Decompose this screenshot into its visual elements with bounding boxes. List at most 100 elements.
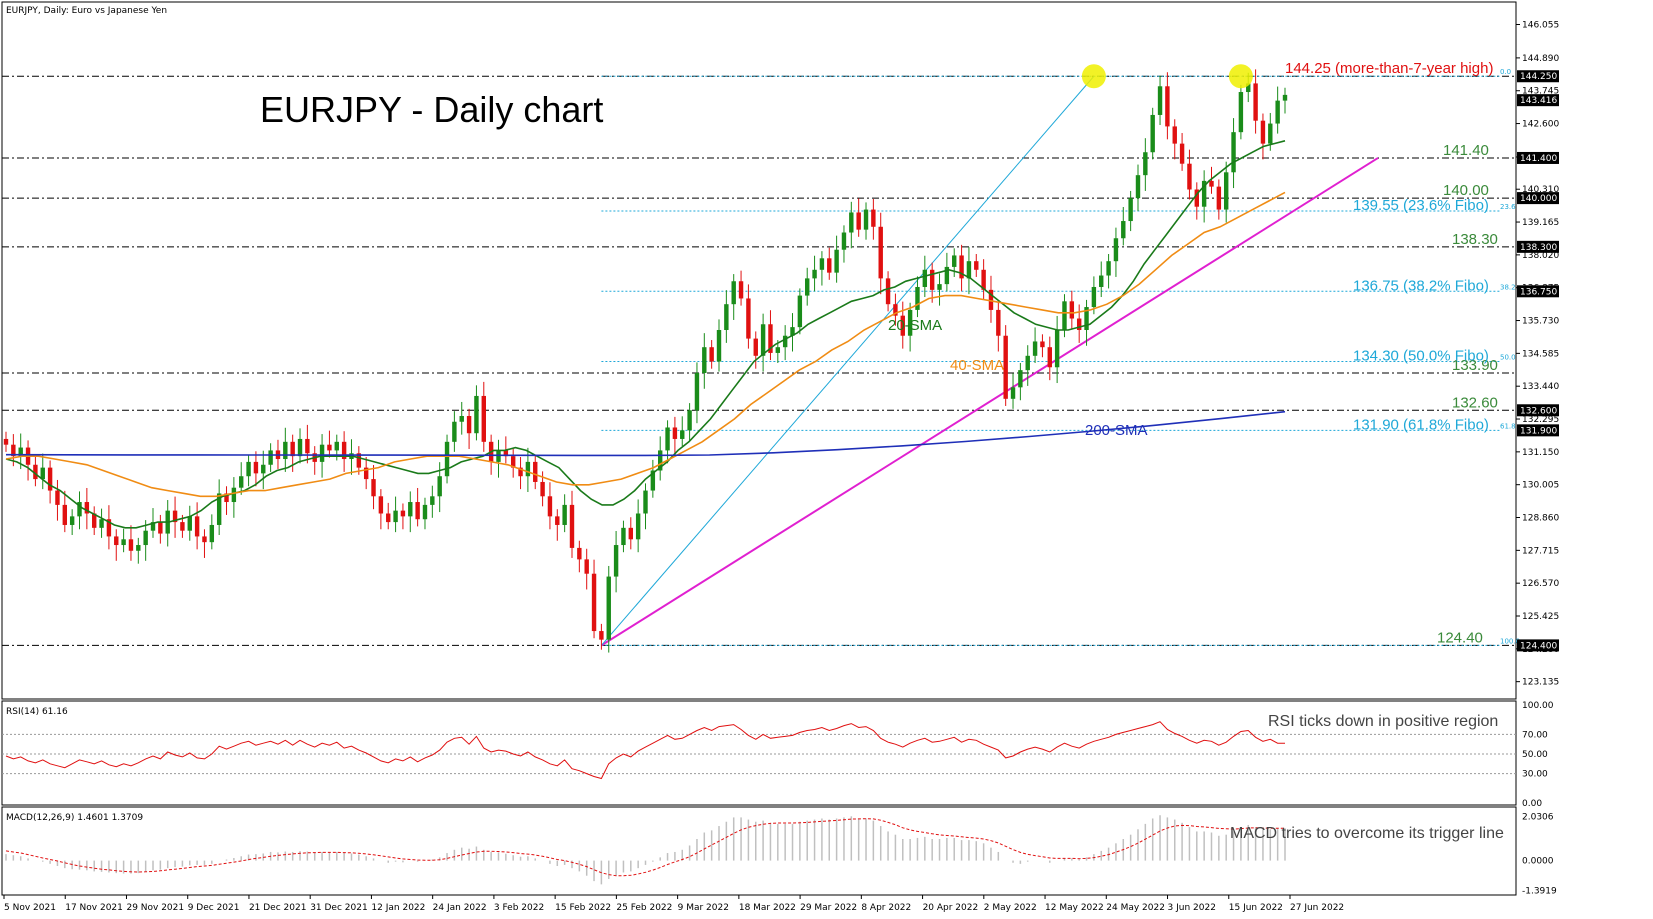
rsi-note: RSI ticks down in positive region [1268,713,1498,730]
trend-lines [600,75,1379,647]
sma40-line [5,191,1286,498]
price-box [1517,424,1559,437]
macd-tick-label: 2.0306 [1522,813,1554,823]
rsi-title: RSI(14) 61.16 [6,707,68,717]
candle-body [775,347,781,353]
candle-body [393,510,398,523]
level-label: 133.90 [1452,357,1498,374]
candle-body [1194,189,1199,207]
fibo-tag: 38.2 [1500,283,1516,291]
symbol-line: EURJPY, Daily: Euro vs Japanese Yen [6,6,167,16]
candle-body [158,522,163,534]
rsi-line [5,721,1285,780]
candle-body [437,476,442,497]
rsi-tick-label: 70.00 [1522,730,1548,740]
date-tick-label: 20 Apr 2022 [923,903,979,913]
candle-body [1157,86,1163,115]
candle-body [77,502,82,517]
candle-body [628,527,634,540]
main-panel-frame [1,1,1517,700]
date-tick-label: 12 Jan 2022 [371,903,425,913]
candle-body [988,289,994,310]
candle-body [1172,126,1177,144]
candle-body [180,522,185,531]
candle-body [474,395,479,434]
candle-body [1047,347,1052,368]
candle-body [746,298,751,339]
candle-body [363,467,369,480]
candle-body [599,631,604,640]
candle-body [1275,100,1280,124]
candle-body [92,513,97,528]
candle-body [415,502,420,520]
candle-body [841,232,847,250]
candle-body [224,493,229,503]
price-box-label: 143.416 [1520,96,1557,106]
candle-body [268,450,273,465]
candle-body [577,547,582,560]
level-label: 140.00 [1443,182,1489,199]
price-tick-label: 125.425 [1522,612,1559,622]
candle-body [106,519,112,537]
candle-body [253,461,259,474]
candle-body [657,450,663,471]
candle-body [1032,341,1038,356]
price-box [1517,94,1559,107]
candle-body [1282,94,1288,101]
date-tick-label: 5 Nov 2021 [4,903,56,913]
date-tick-label: 29 Mar 2022 [800,903,857,913]
macd-tick-label: 0.0000 [1522,857,1554,867]
candle-body [1069,301,1075,319]
date-tick-label: 27 Jun 2022 [1290,903,1344,913]
peak-highlight [1228,64,1253,89]
price-axis: 146.055144.890143.745142.600141.435140.3… [1516,20,1559,688]
candle-body [613,545,619,577]
candle-body [768,324,773,353]
candle-body [386,513,391,523]
fibo-tag: 61.8 [1500,422,1516,430]
level-label: 141.40 [1443,142,1489,159]
candle-body [797,295,803,328]
candle-body [900,315,905,336]
candle-body [1106,261,1111,276]
candle-body [216,493,222,525]
candle-body [1143,152,1148,176]
candle-body [239,476,244,488]
level-label: 138.30 [1452,231,1498,248]
candle-body [430,496,435,505]
candle-body [827,258,832,273]
fibo-tag: 0.0 [1500,68,1511,76]
candle-body [202,536,207,543]
candle-body [996,309,1001,336]
candle-body [55,490,60,505]
candle-body [1076,318,1082,330]
price-box-label: 131.900 [1520,426,1557,436]
candle-body [621,527,626,546]
candle-body [1268,123,1273,144]
candle-body [937,284,942,290]
candle-body [606,576,611,640]
price-tick-label: 142.600 [1522,120,1559,130]
rsi-tick-label: 100.00 [1522,701,1554,711]
fibo-tag: 23.6 [1500,203,1516,211]
candle-body [18,447,23,457]
candle-body [209,524,215,543]
price-box-label: 138.300 [1520,243,1557,253]
sma40-label: 40-SMA [950,357,1004,374]
macd-panel: 2.0306 0.0000 -1.3919 [5,813,1557,897]
macd-tick-label: -1.3919 [1522,887,1557,897]
date-tick-label: 17 Nov 2021 [65,903,123,913]
price-box [1517,151,1559,164]
price-tick-label: 128.860 [1522,514,1559,524]
candle-body [650,470,656,491]
rsi-tick-label: 50.00 [1522,750,1548,760]
fibo-label: 139.55 (23.6% Fibo) [1353,197,1489,214]
candle-body [1128,198,1133,222]
price-tick-label: 132.295 [1522,415,1559,425]
candle-body [1231,132,1236,173]
fibo-label: 134.30 (50.0% Fibo) [1353,348,1489,365]
date-tick-label: 25 Feb 2022 [616,903,672,913]
candle-body [444,441,450,477]
candle-body [834,249,839,273]
candle-body [297,438,303,457]
